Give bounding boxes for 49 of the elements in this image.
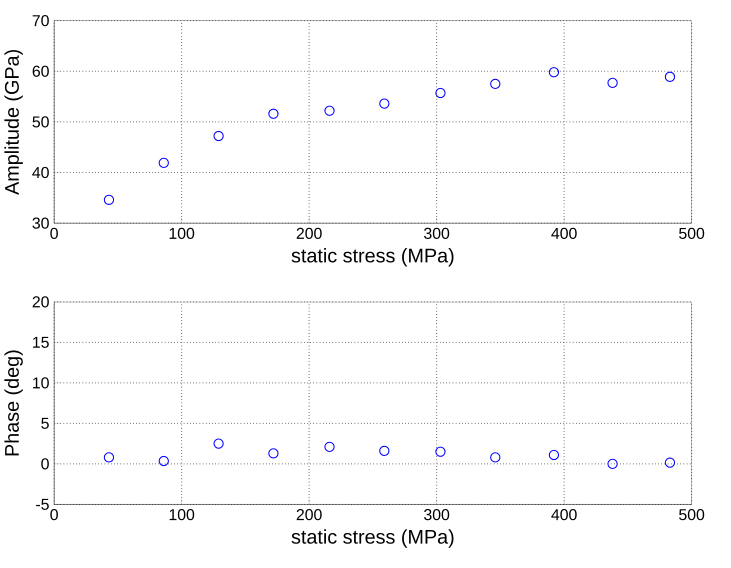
x-tick-label: 400 (551, 228, 577, 239)
x-tick-label: 0 (50, 508, 58, 520)
point (158, 456, 169, 466)
y-tick-label: 40 (32, 166, 49, 178)
x-tick-label: 300 (424, 228, 450, 239)
y-tick-label: 30 (32, 217, 49, 229)
point (435, 88, 446, 98)
x-tick-label: 200 (296, 228, 322, 239)
point (324, 442, 335, 452)
point (664, 457, 676, 468)
x-tick-label: 400 (551, 508, 577, 520)
point (607, 458, 618, 469)
point (268, 448, 279, 458)
point (213, 130, 224, 142)
y-tick-label: 20 (32, 296, 49, 308)
point (379, 446, 390, 456)
y-tick-label: 60 (32, 66, 49, 77)
y-axis-title: Phase (deg) (4, 350, 23, 456)
y-tick-label: 0 (41, 458, 49, 470)
point (213, 438, 224, 449)
point (268, 108, 279, 119)
point (104, 452, 114, 462)
y-tick-label: 70 (32, 14, 49, 26)
y-tick-label: 10 (33, 377, 49, 388)
point (104, 194, 114, 205)
point (435, 446, 446, 457)
y-axis-title: Amplitude (GPa) (4, 50, 23, 195)
point (548, 450, 560, 460)
y-tick-label: 15 (33, 336, 49, 348)
x-tick-label: 500 (679, 228, 704, 239)
point (490, 452, 500, 462)
point (490, 78, 500, 89)
y-tick-label: 5 (41, 418, 49, 429)
x-tick-label: 0 (50, 228, 58, 239)
y-tick-label: -5 (36, 498, 49, 510)
x-axis-title: static stress (MPa) (292, 248, 454, 266)
x-tick-label: 100 (170, 228, 194, 239)
point (664, 72, 676, 82)
y-tick-label: 50 (32, 116, 49, 128)
x-tick-label: 100 (170, 508, 194, 520)
point (548, 67, 560, 78)
point (324, 106, 335, 116)
x-tick-label: 500 (679, 508, 704, 520)
point (379, 98, 390, 109)
x-tick-label: 300 (424, 508, 450, 520)
x-axis-title: static stress (MPa) (292, 529, 454, 548)
point (158, 158, 169, 168)
x-tick-label: 200 (296, 508, 322, 520)
point (607, 78, 618, 88)
